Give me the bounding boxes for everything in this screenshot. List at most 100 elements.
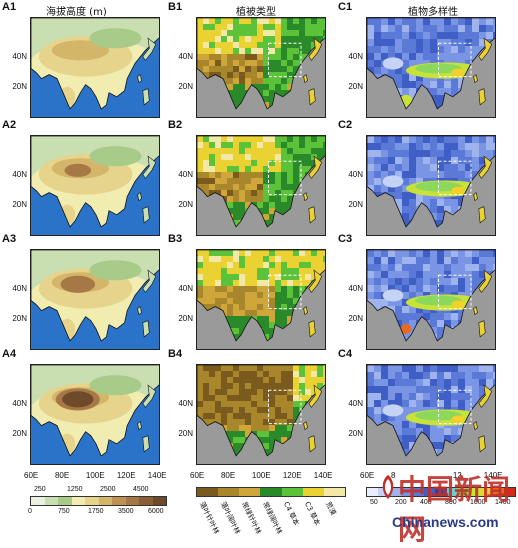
watermark-site: Chinanews.com: [392, 514, 499, 530]
map-c4: [367, 365, 495, 464]
elevation-colorbar-swatch: [71, 497, 85, 505]
elevation-colorbar: [30, 496, 167, 506]
panel-label-c1: C1: [338, 1, 353, 13]
map-c1: [367, 18, 495, 117]
map-a3: [31, 250, 159, 349]
longitude-label: 100E: [85, 471, 105, 480]
latitude-label: 40N: [348, 170, 363, 179]
diversity-colorbar-swatch: [401, 488, 413, 496]
diversity-colorbar-swatch: [458, 488, 470, 496]
longitude-label: 60E: [360, 471, 375, 480]
latitude-label: 40N: [12, 170, 27, 179]
longitude-label: 8: [390, 471, 396, 480]
latitude-label: 40N: [178, 170, 193, 179]
map-panel-a2: [30, 135, 160, 236]
diversity-tick: 200: [395, 499, 407, 506]
elevation-colorbar-swatch: [139, 497, 153, 505]
diversity-colorbar-swatch: [367, 488, 379, 496]
map-a4: [31, 365, 159, 464]
latitude-label: 20N: [348, 314, 363, 323]
longitude-label: 12: [452, 471, 462, 480]
longitude-label: 80E: [220, 471, 236, 480]
panel-label-b2: B2: [168, 119, 183, 131]
elevation-tick-top: 250: [34, 486, 46, 493]
longitude-label: 100E: [251, 471, 271, 480]
watermark-brand: 中国新闻网: [398, 473, 511, 546]
latitude-label: 20N: [348, 82, 363, 91]
vegetation-legend-bar: [196, 487, 346, 497]
latitude-label: 20N: [12, 200, 27, 209]
map-panel-b1: [196, 17, 326, 118]
map-panel-c3: [366, 249, 496, 350]
latitude-label: 40N: [178, 399, 193, 408]
elevation-tick-top: 1250: [67, 486, 83, 493]
diversity-colorbar-swatch: [389, 488, 402, 496]
diversity-colorbar-swatch: [469, 488, 481, 496]
map-c2: [367, 136, 495, 235]
latitude-label: 20N: [12, 314, 27, 323]
latitude-label: 20N: [178, 429, 193, 438]
panel-label-a2: A2: [2, 119, 17, 131]
elevation-tick-bottom: 0: [28, 508, 32, 515]
elevation-colorbar-swatch: [152, 497, 166, 505]
map-b2: [197, 136, 325, 235]
chinanews-logo-icon: [382, 475, 394, 499]
longitude-label: 120E: [282, 471, 302, 480]
panel-label-a4: A4: [2, 348, 17, 360]
latitude-label: 40N: [12, 284, 27, 293]
map-b1: [197, 18, 325, 117]
diversity-colorbar-swatch: [480, 488, 493, 496]
map-panel-a4: [30, 364, 160, 465]
map-panel-b4: [196, 364, 326, 465]
panel-label-b4: B4: [168, 348, 183, 360]
latitude-label: 20N: [348, 429, 363, 438]
latitude-label: 40N: [12, 399, 27, 408]
elevation-tick-bottom: 1750: [88, 508, 104, 515]
map-panel-a3: [30, 249, 160, 350]
panel-label-a3: A3: [2, 233, 17, 245]
latitude-label: 20N: [178, 200, 193, 209]
panel-label-b1: B1: [168, 1, 183, 13]
elevation-colorbar-swatch: [125, 497, 139, 505]
latitude-label: 40N: [178, 52, 193, 61]
latitude-label: 40N: [12, 52, 27, 61]
latitude-label: 20N: [348, 200, 363, 209]
map-panel-c1: [366, 17, 496, 118]
longitude-label: 140E: [313, 471, 333, 480]
vegetation-legend-swatch: [323, 488, 345, 496]
elevation-colorbar-swatch: [44, 497, 58, 505]
vegetation-class-label: 荒漠: [323, 500, 338, 517]
vegetation-column-title: 植被类型: [236, 7, 276, 18]
latitude-label: 20N: [178, 314, 193, 323]
diversity-tick: 50: [370, 499, 378, 506]
diversity-tick: 1000: [470, 499, 486, 506]
elevation-colorbar-swatch: [98, 497, 112, 505]
vegetation-legend-swatch: [281, 488, 303, 496]
diversity-colorbar-swatch: [503, 488, 516, 496]
map-panel-b2: [196, 135, 326, 236]
diversity-colorbar-swatch: [435, 488, 447, 496]
vegetation-class-label: C3 草本: [302, 500, 322, 527]
diversity-colorbar-swatch: [423, 488, 436, 496]
diversity-column-title: 植物多样性: [408, 7, 458, 18]
vegetation-class-label: C4 草本: [281, 500, 301, 527]
elevation-tick-bottom: 3500: [118, 508, 134, 515]
longitude-label: 80E: [54, 471, 70, 480]
latitude-label: 40N: [348, 284, 363, 293]
map-panel-c2: [366, 135, 496, 236]
latitude-label: 40N: [178, 284, 193, 293]
latitude-label: 40N: [348, 52, 363, 61]
panel-label-b3: B3: [168, 233, 183, 245]
map-panel-a1: [30, 17, 160, 118]
elevation-colorbar-swatch: [31, 497, 45, 505]
diversity-colorbar-swatch: [492, 488, 504, 496]
elevation-tick-top: 4500: [133, 486, 149, 493]
diversity-tick: 800: [445, 499, 457, 506]
longitude-label: 60E: [24, 471, 39, 480]
latitude-label: 40N: [348, 399, 363, 408]
map-panel-c4: [366, 364, 496, 465]
diversity-colorbar-swatch: [446, 488, 459, 496]
diversity-tick: 1400: [495, 499, 511, 506]
vegetation-legend-swatch: [260, 488, 282, 496]
map-c3: [367, 250, 495, 349]
